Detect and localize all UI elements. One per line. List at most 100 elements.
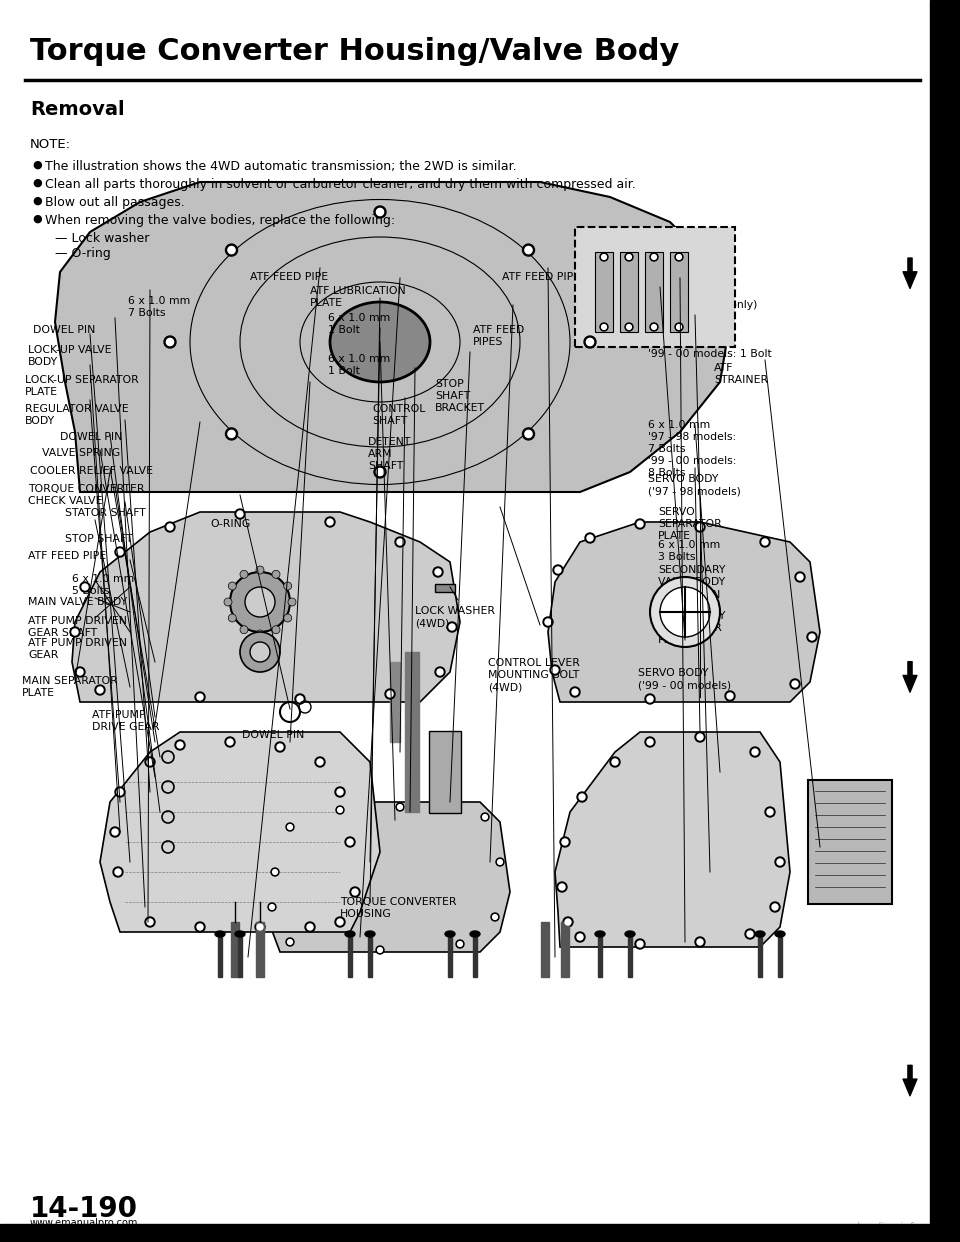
Ellipse shape — [650, 578, 720, 647]
Ellipse shape — [197, 694, 203, 700]
Text: SECONDARY
SEPARATOR
PLATE: SECONDARY SEPARATOR PLATE — [658, 611, 726, 645]
Ellipse shape — [807, 632, 817, 642]
Ellipse shape — [572, 689, 578, 696]
Ellipse shape — [95, 686, 105, 696]
Ellipse shape — [777, 859, 783, 864]
Ellipse shape — [725, 691, 735, 700]
Text: NOTE:: NOTE: — [30, 138, 71, 152]
Ellipse shape — [543, 617, 553, 627]
Text: SERVO DETENT
BASE
('97 - 98 models only): SERVO DETENT BASE ('97 - 98 models only) — [638, 276, 757, 309]
Ellipse shape — [637, 941, 643, 946]
Ellipse shape — [257, 924, 263, 930]
Text: REGULATOR VALVE
BODY: REGULATOR VALVE BODY — [25, 404, 129, 426]
Ellipse shape — [197, 924, 203, 930]
Bar — [561, 922, 569, 977]
Text: TORQUE CONVERTER
HOUSING: TORQUE CONVERTER HOUSING — [340, 897, 457, 919]
Ellipse shape — [228, 582, 236, 590]
Text: TORQUE CONVERTER
CHECK VALVE: TORQUE CONVERTER CHECK VALVE — [28, 484, 145, 507]
Ellipse shape — [525, 246, 532, 253]
Ellipse shape — [338, 807, 343, 812]
Ellipse shape — [775, 932, 785, 936]
Ellipse shape — [677, 255, 682, 260]
Text: DOWEL PIN: DOWEL PIN — [658, 590, 720, 600]
Ellipse shape — [226, 245, 237, 256]
Ellipse shape — [775, 857, 785, 867]
Ellipse shape — [552, 667, 558, 673]
Ellipse shape — [445, 932, 455, 936]
Text: When removing the valve bodies, replace the following:: When removing the valve bodies, replace … — [45, 214, 396, 227]
Ellipse shape — [82, 584, 88, 590]
Ellipse shape — [545, 619, 551, 625]
Polygon shape — [548, 522, 820, 702]
Ellipse shape — [256, 566, 264, 574]
Ellipse shape — [336, 806, 344, 814]
Ellipse shape — [747, 932, 753, 936]
Ellipse shape — [164, 337, 176, 348]
Text: Blow out all passages.: Blow out all passages. — [45, 196, 184, 209]
Bar — [628, 936, 632, 977]
Ellipse shape — [762, 539, 768, 545]
Ellipse shape — [240, 570, 248, 579]
Ellipse shape — [695, 522, 705, 532]
Ellipse shape — [345, 932, 355, 936]
Text: LOCK-UP SEPARATOR
PLATE: LOCK-UP SEPARATOR PLATE — [25, 375, 139, 397]
Ellipse shape — [235, 932, 245, 936]
Text: O-RING: O-RING — [210, 519, 251, 529]
Ellipse shape — [660, 587, 710, 637]
Ellipse shape — [491, 913, 499, 922]
Ellipse shape — [458, 941, 463, 946]
Ellipse shape — [695, 936, 705, 946]
Ellipse shape — [396, 804, 404, 811]
Bar — [575, 227, 735, 347]
Text: Removal: Removal — [30, 101, 125, 119]
Ellipse shape — [117, 789, 123, 795]
Ellipse shape — [752, 749, 758, 755]
Ellipse shape — [286, 823, 294, 831]
Ellipse shape — [317, 759, 323, 765]
Ellipse shape — [237, 510, 243, 517]
Ellipse shape — [166, 338, 174, 345]
Ellipse shape — [627, 255, 632, 260]
Ellipse shape — [335, 917, 345, 927]
Bar — [758, 936, 762, 977]
Ellipse shape — [570, 687, 580, 697]
Ellipse shape — [760, 537, 770, 546]
Text: www.emanualpro.com: www.emanualpro.com — [30, 1218, 138, 1228]
Ellipse shape — [612, 759, 618, 765]
Bar — [645, 252, 663, 332]
Ellipse shape — [273, 869, 277, 874]
Ellipse shape — [600, 323, 608, 332]
Text: carmanualsonline.info: carmanualsonline.info — [804, 1222, 920, 1232]
Text: ATF PUMP DRIVEN
GEAR: ATF PUMP DRIVEN GEAR — [28, 638, 127, 661]
Ellipse shape — [352, 889, 358, 895]
Ellipse shape — [72, 628, 78, 635]
Text: ATF PUMP DRIVEN
GEAR SHAFT: ATF PUMP DRIVEN GEAR SHAFT — [28, 616, 127, 638]
Ellipse shape — [627, 324, 632, 329]
Text: DOWEL PIN: DOWEL PIN — [242, 730, 304, 740]
Ellipse shape — [177, 741, 183, 748]
Text: ●: ● — [32, 178, 41, 188]
Ellipse shape — [637, 520, 643, 527]
Ellipse shape — [577, 934, 583, 940]
Ellipse shape — [522, 428, 535, 440]
Ellipse shape — [562, 840, 568, 845]
Ellipse shape — [772, 904, 778, 910]
Ellipse shape — [215, 932, 225, 936]
Ellipse shape — [350, 887, 360, 897]
Ellipse shape — [750, 746, 760, 758]
Bar — [595, 252, 613, 332]
Ellipse shape — [481, 814, 489, 821]
Bar — [390, 662, 400, 741]
Ellipse shape — [792, 681, 798, 687]
Polygon shape — [100, 732, 380, 932]
Ellipse shape — [635, 519, 645, 529]
Ellipse shape — [767, 809, 773, 815]
Ellipse shape — [147, 919, 153, 925]
Ellipse shape — [113, 867, 123, 877]
Ellipse shape — [345, 837, 355, 847]
Text: SERVO BODY
('99 - 00 models): SERVO BODY ('99 - 00 models) — [638, 668, 732, 691]
Ellipse shape — [560, 837, 570, 847]
Ellipse shape — [697, 734, 703, 740]
Text: 6 x 1.0 mm
3 Bolts: 6 x 1.0 mm 3 Bolts — [658, 540, 720, 563]
Ellipse shape — [77, 669, 83, 674]
